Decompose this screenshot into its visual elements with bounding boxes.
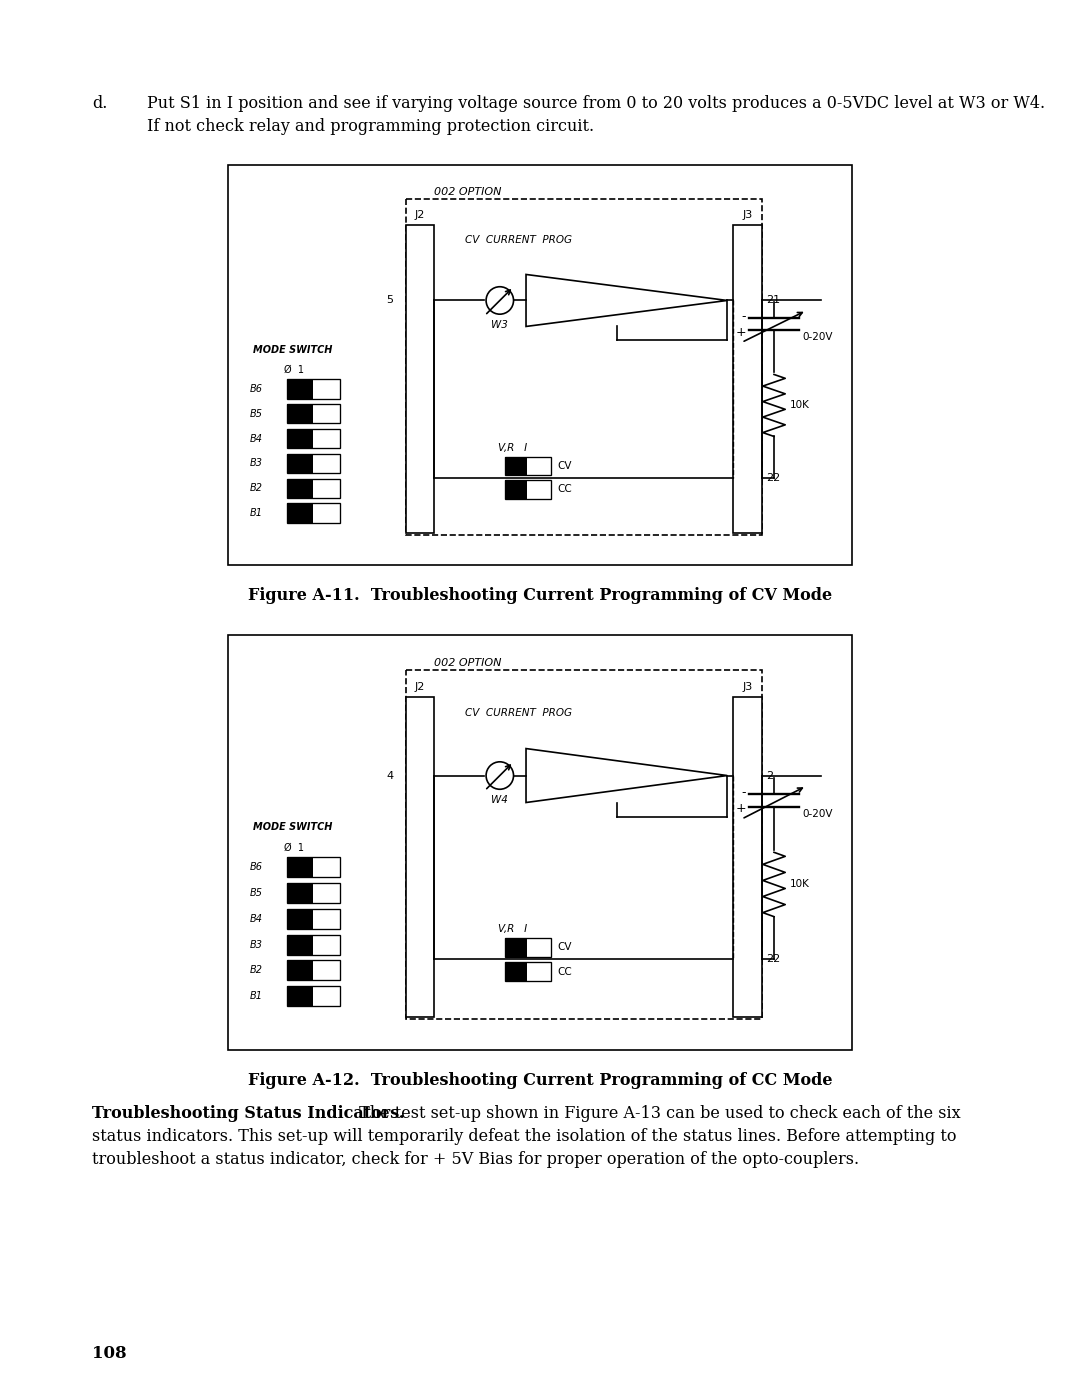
Text: B5: B5 (249, 888, 262, 898)
Text: J3: J3 (742, 210, 753, 221)
Bar (287, 935, 313, 954)
Bar (287, 429, 313, 448)
Bar (504, 457, 552, 475)
Text: V,R   I: V,R I (498, 923, 527, 933)
Bar (733, 697, 761, 1017)
Bar (287, 935, 340, 954)
Text: B2: B2 (249, 965, 262, 975)
Bar (287, 909, 313, 929)
Text: Figure A-11.  Troubleshooting Current Programming of CV Mode: Figure A-11. Troubleshooting Current Pro… (248, 587, 832, 604)
Text: 002 OPTION: 002 OPTION (434, 187, 502, 197)
Text: The test set-up shown in Figure A-13 can be used to check each of the six: The test set-up shown in Figure A-13 can… (354, 1105, 960, 1122)
Bar (287, 404, 340, 423)
Bar (287, 986, 313, 1006)
Text: d.: d. (92, 95, 107, 112)
Bar (504, 457, 527, 475)
Text: 22: 22 (767, 954, 781, 964)
Text: CV  CURRENT  PROG: CV CURRENT PROG (465, 235, 572, 244)
Text: Ø  1: Ø 1 (284, 842, 305, 852)
Text: +: + (735, 326, 746, 339)
Bar (504, 963, 552, 981)
Bar (406, 198, 761, 535)
Bar (287, 454, 313, 474)
Bar (406, 697, 434, 1017)
Text: 2: 2 (767, 771, 773, 781)
Bar (287, 883, 313, 902)
Text: B1: B1 (249, 990, 262, 1002)
Bar (504, 481, 527, 499)
Text: CV: CV (557, 461, 572, 471)
Bar (287, 503, 340, 522)
Bar (287, 986, 340, 1006)
Text: B2: B2 (249, 483, 262, 493)
Bar (287, 909, 340, 929)
Bar (287, 960, 313, 981)
Text: status indicators. This set-up will temporarily defeat the isolation of the stat: status indicators. This set-up will temp… (92, 1127, 957, 1146)
Bar (287, 429, 340, 448)
Text: J2: J2 (415, 210, 426, 221)
Text: 002 OPTION: 002 OPTION (434, 658, 502, 668)
Bar (287, 404, 313, 423)
Bar (228, 636, 852, 1051)
Text: J2: J2 (415, 682, 426, 693)
Text: MODE SWITCH: MODE SWITCH (253, 345, 333, 355)
Text: B1: B1 (249, 509, 262, 518)
Bar (733, 225, 761, 534)
Bar (406, 671, 761, 1018)
Text: CV  CURRENT  PROG: CV CURRENT PROG (465, 708, 572, 718)
Bar (287, 960, 340, 981)
Text: troubleshoot a status indicator, check for + 5V Bias for proper operation of the: troubleshoot a status indicator, check f… (92, 1151, 859, 1168)
Bar (287, 883, 340, 902)
Text: W3: W3 (491, 320, 509, 330)
Text: 10K: 10K (789, 880, 810, 890)
Text: CC: CC (557, 967, 572, 977)
Text: V,R   I: V,R I (498, 443, 527, 453)
Text: Ø  1: Ø 1 (284, 365, 305, 374)
Text: 10K: 10K (789, 401, 810, 411)
Text: CV: CV (557, 943, 572, 953)
Bar (287, 454, 340, 474)
Text: CC: CC (557, 485, 572, 495)
Text: 22: 22 (767, 472, 781, 482)
Text: W4: W4 (491, 795, 509, 806)
Bar (406, 225, 434, 534)
Bar (287, 479, 340, 497)
Text: 4: 4 (387, 771, 393, 781)
Text: B5: B5 (249, 409, 262, 419)
Text: 21: 21 (767, 295, 781, 306)
Text: J3: J3 (742, 682, 753, 693)
Text: MODE SWITCH: MODE SWITCH (253, 821, 333, 833)
Text: -: - (741, 785, 746, 799)
Text: B4: B4 (249, 433, 262, 444)
Text: Troubleshooting Status Indicators.: Troubleshooting Status Indicators. (92, 1105, 405, 1122)
Bar (504, 937, 527, 957)
Text: If not check relay and programming protection circuit.: If not check relay and programming prote… (147, 117, 594, 136)
Bar (228, 165, 852, 564)
Text: 0-20V: 0-20V (802, 809, 833, 819)
Text: B4: B4 (249, 914, 262, 923)
Text: 0-20V: 0-20V (802, 332, 833, 342)
Bar (287, 503, 313, 522)
Bar (287, 858, 313, 877)
Text: B3: B3 (249, 940, 262, 950)
Bar (504, 481, 552, 499)
Text: -: - (741, 310, 746, 323)
Text: B6: B6 (249, 384, 262, 394)
Bar (504, 963, 527, 981)
Bar (287, 479, 313, 497)
Text: 5: 5 (387, 295, 393, 306)
Text: B6: B6 (249, 862, 262, 872)
Bar (287, 380, 340, 398)
Text: B3: B3 (249, 458, 262, 468)
Text: Figure A-12.  Troubleshooting Current Programming of CC Mode: Figure A-12. Troubleshooting Current Pro… (247, 1071, 833, 1090)
Bar (504, 937, 552, 957)
Text: 108: 108 (92, 1345, 126, 1362)
Text: Put S1 in I position and see if varying voltage source from 0 to 20 volts produc: Put S1 in I position and see if varying … (147, 95, 1045, 112)
Bar (287, 858, 340, 877)
Text: +: + (735, 802, 746, 816)
Bar (287, 380, 313, 398)
